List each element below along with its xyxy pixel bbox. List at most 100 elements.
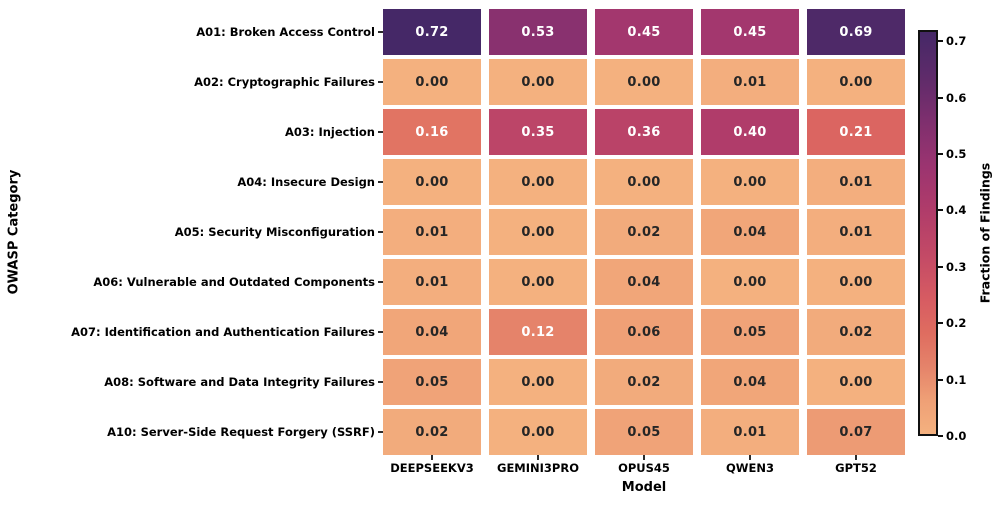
cell-value: 0.12 — [521, 324, 555, 340]
x-tick-icon — [643, 455, 645, 460]
y-tick-icon — [378, 431, 383, 433]
heatmap-cell: 0.36 — [595, 109, 693, 155]
row-label: A02: Cryptographic Failures — [0, 59, 383, 105]
heatmap-cell: 0.40 — [701, 109, 799, 155]
cell-value: 0.05 — [415, 374, 449, 390]
colorbar-title: Fraction of Findings — [977, 162, 993, 304]
heatmap-cell: 0.02 — [383, 409, 481, 455]
colorbar-tick-icon — [938, 322, 943, 325]
colorbar-tick-label: 0.3 — [946, 259, 967, 274]
cell-value: 0.40 — [733, 124, 767, 140]
column-label: QWEN3 — [726, 461, 774, 475]
row-label-text: A02: Cryptographic Failures — [194, 75, 375, 89]
heatmap-cell: 0.00 — [489, 359, 587, 405]
row-labels: A01: Broken Access Control A02: Cryptogra… — [0, 9, 383, 455]
heatmap-cell: 0.07 — [807, 409, 905, 455]
cell-value: 0.00 — [839, 374, 873, 390]
column-label: GPT52 — [835, 461, 877, 475]
cell-value: 0.00 — [521, 424, 555, 440]
cell-value: 0.35 — [521, 124, 555, 140]
cell-value: 0.00 — [521, 374, 555, 390]
heatmap-cell: 0.00 — [807, 59, 905, 105]
heatmap-cell: 0.00 — [489, 159, 587, 205]
heatmap-cell: 0.04 — [595, 259, 693, 305]
cell-value: 0.06 — [627, 324, 661, 340]
row-label: A06: Vulnerable and Outdated Components — [0, 259, 383, 305]
heatmap-cell: 0.04 — [701, 209, 799, 255]
y-tick-icon — [378, 381, 383, 383]
column-label: GEMINI3PRO — [497, 461, 579, 475]
colorbar-tick-label: 0.1 — [946, 372, 967, 387]
heatmap-cell: 0.05 — [595, 409, 693, 455]
heatmap-cell: 0.02 — [595, 209, 693, 255]
heatmap-cell: 0.01 — [701, 409, 799, 455]
heatmap-cell: 0.00 — [701, 259, 799, 305]
heatmap-cell: 0.05 — [701, 309, 799, 355]
row-label-text: A04: Insecure Design — [237, 175, 375, 189]
cell-value: 0.45 — [627, 24, 661, 40]
colorbar-tick-icon — [938, 265, 943, 268]
y-tick-icon — [378, 281, 383, 283]
x-axis-title: Model — [621, 480, 667, 495]
colorbar-tick-icon — [938, 153, 943, 156]
row-label: A05: Security Misconfiguration — [0, 209, 383, 255]
cell-value: 0.05 — [733, 324, 767, 340]
cell-value: 0.01 — [733, 424, 767, 440]
heatmap-cell: 0.00 — [489, 409, 587, 455]
cell-value: 0.00 — [627, 74, 661, 90]
heatmap-cell: 0.53 — [489, 9, 587, 55]
y-tick-icon — [378, 81, 383, 83]
heatmap-cell: 0.35 — [489, 109, 587, 155]
cell-value: 0.21 — [839, 124, 873, 140]
cell-value: 0.00 — [839, 74, 873, 90]
heatmap-cell: 0.69 — [807, 9, 905, 55]
row-label-text: A01: Broken Access Control — [196, 25, 375, 39]
cell-value: 0.53 — [521, 24, 555, 40]
cell-value: 0.16 — [415, 124, 449, 140]
heatmap-cell: 0.16 — [383, 109, 481, 155]
colorbar-tick-label: 0.7 — [946, 34, 967, 49]
colorbar-tick-icon — [938, 209, 943, 212]
colorbar-tick-label: 0.5 — [946, 147, 967, 162]
cell-value: 0.00 — [627, 174, 661, 190]
heatmap-cell: 0.01 — [807, 209, 905, 255]
heatmap-grid: 0.72 0.53 0.45 0.45 0.69 0.00 0.00 0.00 0.01 0.00… — [383, 9, 905, 455]
colorbar-tick-icon — [938, 378, 943, 381]
cell-value: 0.01 — [839, 174, 873, 190]
cell-value: 0.02 — [415, 424, 449, 440]
cell-value: 0.69 — [839, 24, 873, 40]
cell-value: 0.00 — [415, 74, 449, 90]
colorbar-tick-icon — [938, 96, 943, 99]
cell-value: 0.00 — [521, 74, 555, 90]
colorbar-tick-label: 0.4 — [946, 203, 967, 218]
cell-value: 0.00 — [415, 174, 449, 190]
row-label-text: A05: Security Misconfiguration — [174, 225, 375, 239]
colorbar-tick-label: 0.2 — [946, 316, 967, 331]
cell-value: 0.04 — [733, 374, 767, 390]
row-label: A01: Broken Access Control — [0, 9, 383, 55]
cell-value: 0.00 — [521, 174, 555, 190]
colorbar-tick-label: 0.6 — [946, 90, 967, 105]
heatmap-cell: 0.01 — [807, 159, 905, 205]
heatmap-cell: 0.01 — [383, 259, 481, 305]
x-tick-icon — [537, 455, 539, 460]
y-tick-icon — [378, 131, 383, 133]
heatmap-cell: 0.00 — [489, 59, 587, 105]
cell-value: 0.01 — [733, 74, 767, 90]
heatmap-cell: 0.01 — [383, 209, 481, 255]
cell-value: 0.02 — [627, 224, 661, 240]
colorbar-tick-icon — [938, 40, 943, 43]
cell-value: 0.00 — [521, 224, 555, 240]
cell-value: 0.04 — [627, 274, 661, 290]
cell-value: 0.00 — [839, 274, 873, 290]
heatmap-cell: 0.00 — [701, 159, 799, 205]
cell-value: 0.01 — [415, 224, 449, 240]
cell-value: 0.00 — [521, 274, 555, 290]
row-label: A03: Injection — [0, 109, 383, 155]
y-tick-icon — [378, 331, 383, 333]
y-tick-icon — [378, 231, 383, 233]
row-label-text: A03: Injection — [284, 125, 375, 139]
column-label: DEEPSEEKV3 — [390, 461, 474, 475]
cell-value: 0.00 — [733, 274, 767, 290]
